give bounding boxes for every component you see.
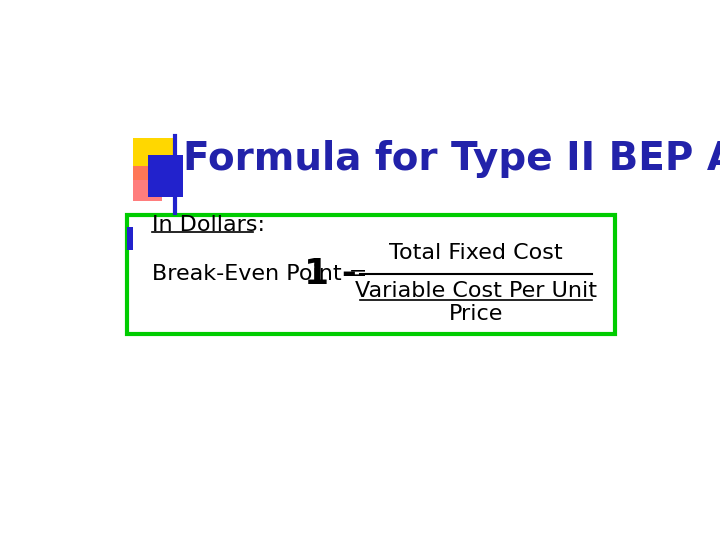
Text: Formula for Type II BEP Analysis: Formula for Type II BEP Analysis xyxy=(183,140,720,178)
FancyBboxPatch shape xyxy=(127,226,133,249)
Text: 1 -: 1 - xyxy=(304,257,356,291)
Text: Break-Even Point =: Break-Even Point = xyxy=(152,264,367,284)
Text: Total Fixed Cost: Total Fixed Cost xyxy=(389,242,563,262)
FancyBboxPatch shape xyxy=(132,138,175,180)
FancyBboxPatch shape xyxy=(127,215,616,334)
Text: Variable Cost Per Unit: Variable Cost Per Unit xyxy=(355,281,597,301)
Text: In Dollars:: In Dollars: xyxy=(152,215,265,235)
Text: Price: Price xyxy=(449,304,503,325)
FancyBboxPatch shape xyxy=(148,155,183,197)
FancyBboxPatch shape xyxy=(132,166,162,201)
